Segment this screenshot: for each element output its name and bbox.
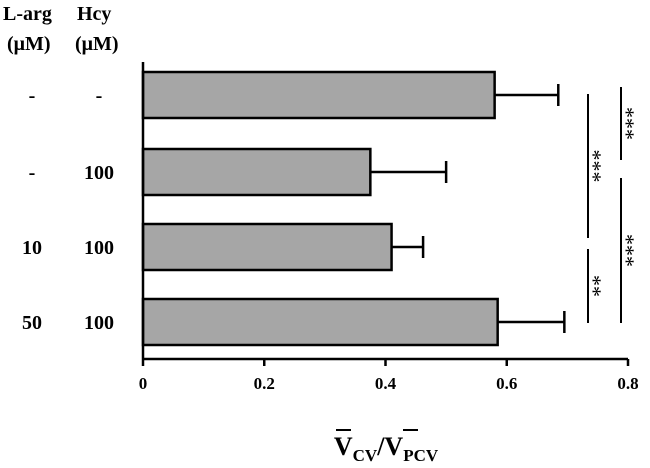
row-label-larg: 10: [22, 237, 42, 259]
row-label-hcy: -: [96, 85, 103, 107]
bar: [141, 222, 393, 272]
significance-label: **: [587, 275, 612, 297]
header-larg-line2: (μM): [7, 33, 51, 55]
bars: [141, 70, 566, 347]
row-label-larg: -: [29, 85, 36, 107]
row-labels: - - - 100 10 100 50 100: [22, 85, 114, 334]
x-tick-label: 0.6: [496, 374, 517, 393]
x-label-num-main: V: [334, 432, 353, 461]
bar: [141, 70, 496, 120]
x-label-den-main: V: [384, 432, 403, 461]
row-label-hcy: 100: [84, 312, 114, 334]
row-label-hcy: 100: [84, 162, 114, 184]
significance-label: ***: [620, 107, 645, 140]
x-label-den-sub: PCV: [403, 446, 439, 465]
row-label-larg: 50: [22, 312, 42, 334]
header-hcy-line1: Hcy: [77, 3, 111, 25]
row-label-larg: -: [29, 162, 36, 184]
header-hcy-line2: (μM): [75, 33, 119, 55]
header-larg-line1: L-arg: [3, 3, 52, 25]
x-axis-label: VCV/VPCV: [334, 432, 439, 465]
significance-label: ***: [587, 150, 612, 183]
x-tick-label: 0: [139, 374, 148, 393]
column-headers: L-arg (μM) Hcy (μM): [3, 3, 119, 55]
x-label-sep: /: [376, 432, 385, 461]
x-tick-label: 0.4: [375, 374, 397, 393]
x-tick-label: 0.8: [617, 374, 638, 393]
axes: 0 0.2 0.4 0.6 0.8: [139, 62, 639, 393]
significance-markers: ***********: [587, 87, 645, 323]
row-label-hcy: 100: [84, 237, 114, 259]
significance-label: ***: [620, 234, 645, 267]
bar: [141, 297, 499, 347]
x-tick-label: 0.2: [254, 374, 275, 393]
x-label-num-sub: CV: [353, 446, 378, 465]
bar: [141, 147, 372, 197]
